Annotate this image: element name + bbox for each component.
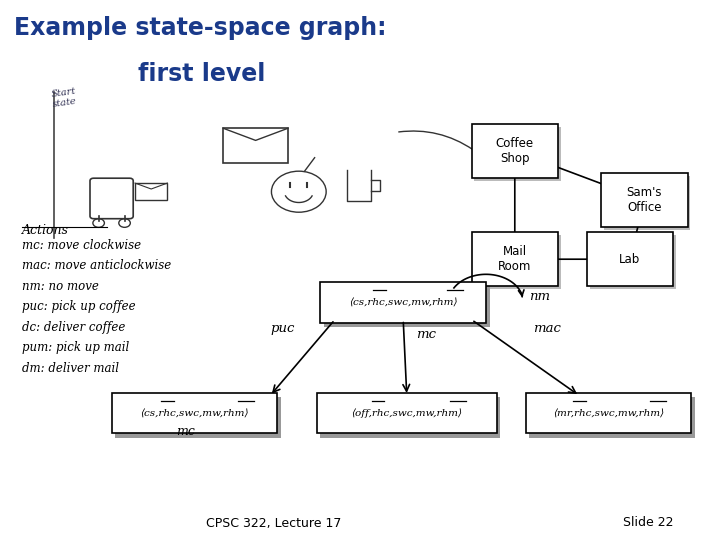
FancyBboxPatch shape [90, 178, 133, 219]
Text: ⟨off,rhc,swc,mw,rhm⟩: ⟨off,rhc,swc,mw,rhm⟩ [351, 408, 462, 418]
Text: Lab: Lab [619, 253, 641, 266]
FancyBboxPatch shape [526, 393, 691, 433]
FancyBboxPatch shape [474, 127, 561, 181]
Text: Slide 22: Slide 22 [623, 516, 673, 530]
FancyBboxPatch shape [590, 235, 676, 289]
FancyBboxPatch shape [317, 393, 497, 433]
Text: mac: mac [533, 322, 561, 335]
Text: dm: deliver mail: dm: deliver mail [22, 362, 119, 375]
Text: mc: move clockwise: mc: move clockwise [22, 239, 140, 252]
FancyBboxPatch shape [601, 173, 688, 227]
Text: Coffee
Shop: Coffee Shop [496, 137, 534, 165]
Text: Mail
Room: Mail Room [498, 245, 531, 273]
Text: puc: puc [270, 322, 294, 335]
FancyBboxPatch shape [320, 397, 500, 437]
FancyBboxPatch shape [472, 124, 558, 178]
Text: Start
state: Start state [50, 86, 78, 109]
Bar [135, 183, 167, 200]
FancyBboxPatch shape [472, 232, 558, 286]
FancyBboxPatch shape [115, 397, 281, 437]
Text: mc: mc [416, 327, 436, 341]
FancyBboxPatch shape [587, 232, 673, 286]
FancyBboxPatch shape [112, 393, 277, 433]
FancyBboxPatch shape [529, 397, 695, 437]
Text: CPSC 322, Lecture 17: CPSC 322, Lecture 17 [206, 516, 341, 530]
Text: nm: nm [529, 289, 550, 303]
Text: Sam's
Office: Sam's Office [626, 186, 662, 214]
Text: first level: first level [138, 62, 265, 86]
FancyBboxPatch shape [324, 286, 490, 327]
Text: dc: deliver coffee: dc: deliver coffee [22, 321, 125, 334]
Text: Actions: Actions [22, 224, 68, 237]
Text: nm: no move: nm: no move [22, 280, 99, 293]
Text: puc: pick up coffee: puc: pick up coffee [22, 300, 135, 313]
Text: mc: mc [176, 424, 195, 438]
Text: pum: pick up mail: pum: pick up mail [22, 341, 129, 354]
FancyBboxPatch shape [604, 176, 690, 230]
Text: mac: move anticlockwise: mac: move anticlockwise [22, 259, 171, 272]
Bar [223, 129, 288, 163]
Text: ⟨mr,rhc,swc,mw,rhm⟩: ⟨mr,rhc,swc,mw,rhm⟩ [553, 409, 664, 417]
Text: ⟨cs,rhc,swc,mw,rhm⟩: ⟨cs,rhc,swc,mw,rhm⟩ [349, 298, 457, 307]
Text: ⟨cs,rhc,swc,mw,rhm⟩: ⟨cs,rhc,swc,mw,rhm⟩ [140, 409, 248, 417]
FancyBboxPatch shape [320, 282, 486, 322]
FancyBboxPatch shape [474, 235, 561, 289]
Text: Example state-space graph:: Example state-space graph: [14, 16, 387, 40]
